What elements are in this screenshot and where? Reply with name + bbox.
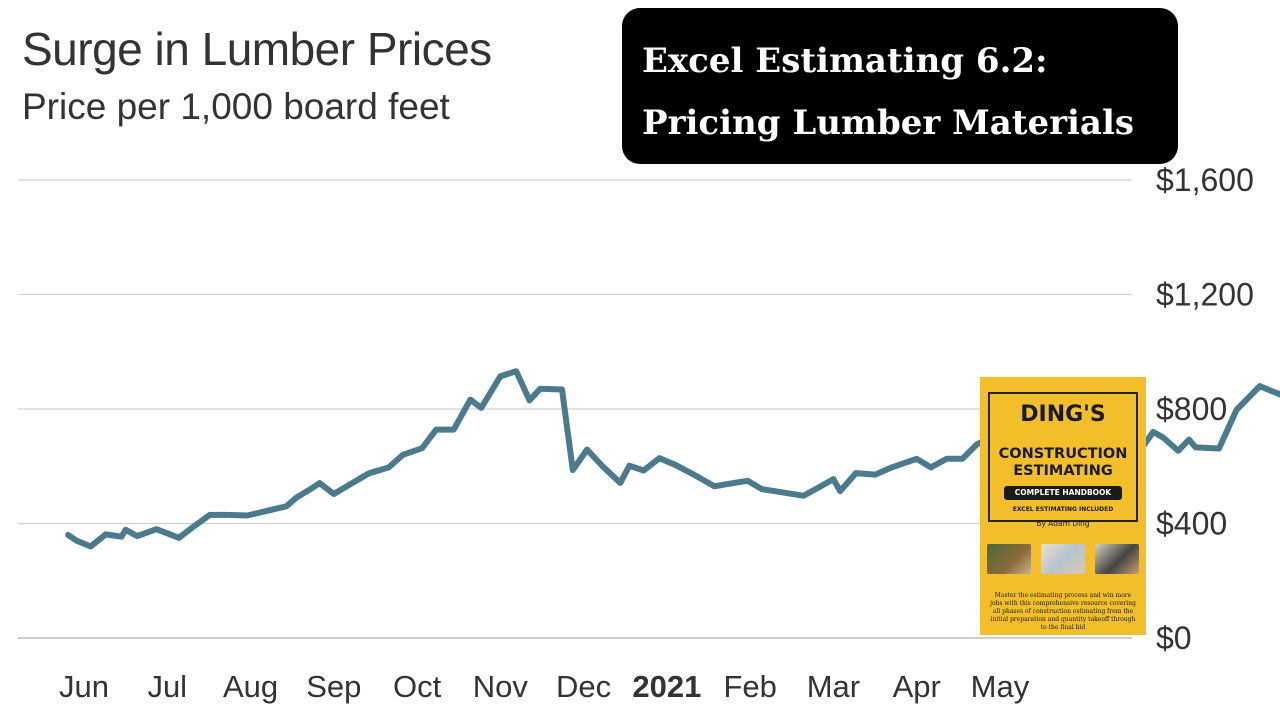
price-line	[65, 368, 1280, 550]
x-tick-label: Feb	[723, 669, 776, 704]
x-tick-label: Oct	[393, 669, 442, 704]
banner-line-1: Excel Estimating 6.2:	[642, 41, 1048, 81]
x-tick-label: Apr	[893, 669, 941, 704]
book-brand: DING'S	[1020, 402, 1106, 427]
chart-subtitle: Price per 1,000 board feet	[22, 86, 450, 127]
video-title-banner: Excel Estimating 6.2: Pricing Lumber Mat…	[622, 8, 1178, 164]
x-tick-label: Sep	[306, 669, 361, 704]
book-cover-image: DING'S CONSTRUCTION ESTIMATING COMPLETE …	[980, 377, 1146, 635]
y-tick-label: $0	[1156, 620, 1192, 656]
book-title-box: DING'S CONSTRUCTION ESTIMATING COMPLETE …	[988, 392, 1138, 522]
gridlines	[18, 179, 1132, 639]
book-author: By Adam Ding	[1036, 519, 1090, 528]
y-axis-ticks: $0 $400 $800 $1,200 $1,600	[1156, 162, 1254, 656]
x-tick-label: Jun	[59, 669, 109, 704]
y-tick-label: $800	[1156, 391, 1227, 427]
book-tagline: EXCEL ESTIMATING INCLUDED	[1012, 506, 1114, 513]
book-subtitle: COMPLETE HANDBOOK	[1004, 486, 1122, 500]
y-tick-label: $1,200	[1156, 277, 1254, 313]
y-tick-label: $400	[1156, 506, 1227, 542]
book-photo-blueprint	[1041, 544, 1085, 574]
x-tick-label: Aug	[223, 669, 278, 704]
x-tick-label: Jul	[147, 669, 187, 704]
book-blurb: Master the estimating process and win mo…	[990, 592, 1136, 631]
x-tick-label: May	[971, 669, 1030, 704]
book-photo-computer	[1095, 544, 1139, 574]
x-axis-ticks: Jun Jul Aug Sep Oct Nov Dec 2021 Feb Mar Apr May	[59, 669, 1030, 704]
x-tick-label: Dec	[556, 669, 611, 704]
banner-line-2: Pricing Lumber Materials	[642, 103, 1135, 143]
series-layer	[65, 368, 1280, 550]
book-title-line-2: ESTIMATING	[1013, 463, 1113, 479]
y-tick-label: $1,600	[1156, 162, 1254, 198]
x-tick-label: 2021	[632, 669, 701, 704]
book-title-line-1: CONSTRUCTION	[998, 446, 1128, 462]
x-tick-label: Nov	[473, 669, 529, 704]
x-tick-label: Mar	[807, 669, 860, 704]
chart-title: Surge in Lumber Prices	[22, 23, 492, 75]
book-photo-construction	[987, 544, 1031, 574]
